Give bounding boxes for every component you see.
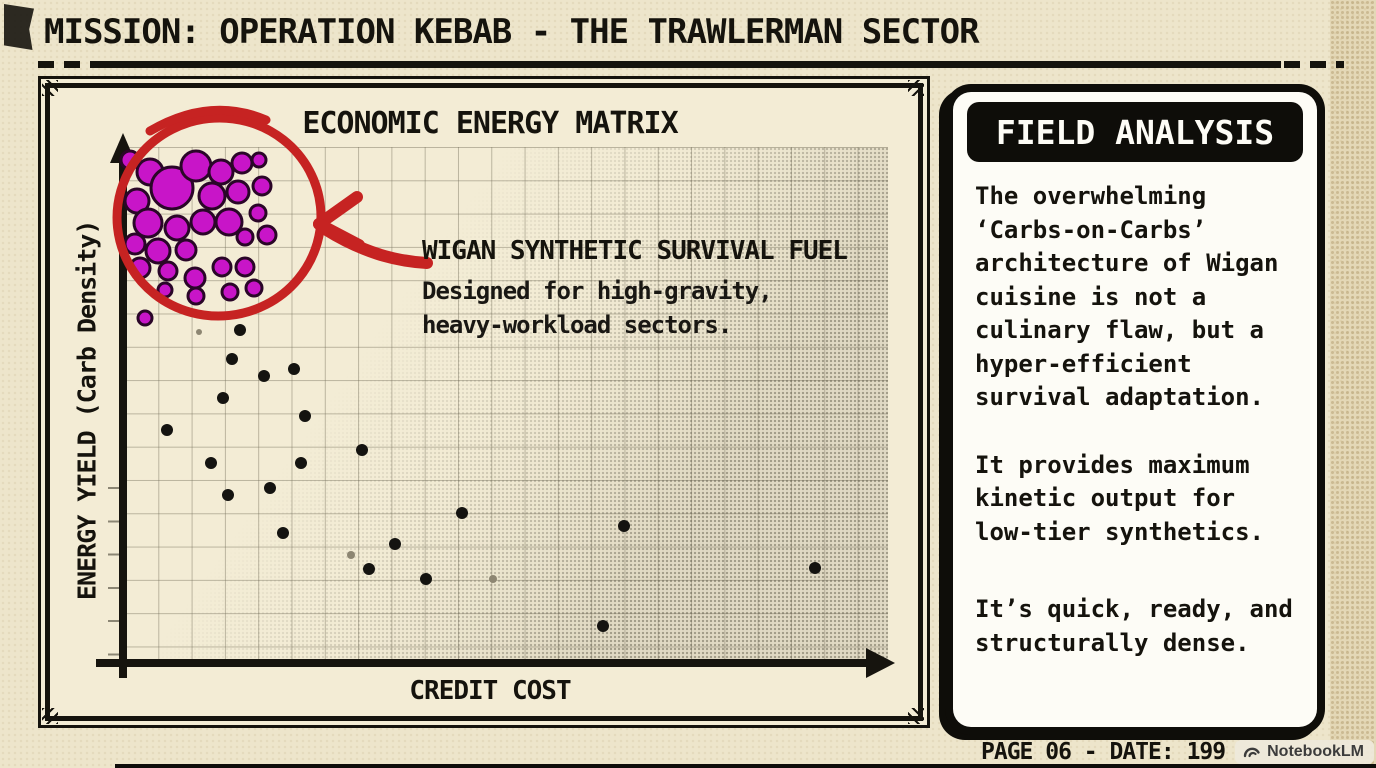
frame-corner-hatch-icon bbox=[42, 80, 58, 96]
page-footer: PAGE 06 - DATE: 199 NotebookLM bbox=[860, 737, 1374, 767]
chart-title: ECONOMIC ENERGY MATRIX bbox=[302, 106, 678, 141]
title-rule-right-dashes bbox=[1284, 61, 1344, 68]
annotation-line: heavy-workload sectors. bbox=[422, 311, 732, 339]
page-date-text: PAGE 06 - DATE: 199 bbox=[981, 739, 1226, 765]
right-edge-texture bbox=[1330, 0, 1376, 768]
page-title: MISSION: OPERATION KEBAB - THE TRAWLERMA… bbox=[44, 12, 980, 52]
field-analysis-title: FIELD ANALYSIS bbox=[967, 102, 1303, 162]
chart-panel-inner-border bbox=[45, 83, 923, 721]
frame-corner-hatch-icon bbox=[42, 708, 58, 724]
title-rule-line bbox=[95, 61, 1281, 68]
frame-corner-hatch-icon bbox=[908, 708, 924, 724]
chart-halftone-shading bbox=[125, 147, 888, 661]
field-paragraph: It’s quick, ready, and structurally dens… bbox=[975, 595, 1293, 657]
field-analysis-card: FIELD ANALYSIS The overwhelming ‘Carbs-o… bbox=[953, 92, 1317, 727]
notebooklm-badge-label: NotebookLM bbox=[1267, 743, 1364, 760]
title-rule bbox=[0, 61, 1376, 68]
cluster-annotation: WIGAN SYNTHETIC SURVIVAL FUEL Designed f… bbox=[422, 236, 848, 342]
field-paragraph: The overwhelming ‘Carbs-on-Carbs’ archit… bbox=[975, 182, 1279, 411]
y-axis-ticks bbox=[108, 487, 120, 663]
annotation-line: Designed for high-gravity, bbox=[422, 277, 773, 305]
scan-corner-mark bbox=[4, 4, 34, 50]
field-analysis-body: The overwhelming ‘Carbs-on-Carbs’ archit… bbox=[953, 162, 1317, 660]
frame-corner-hatch-icon bbox=[908, 80, 924, 96]
chart-grid bbox=[125, 147, 888, 661]
field-paragraph: It provides maximum kinetic output for l… bbox=[975, 450, 1264, 546]
bottom-edge-strip bbox=[115, 764, 1376, 768]
title-rule-left-dashes bbox=[38, 61, 96, 68]
notebooklm-badge: NotebookLM bbox=[1235, 740, 1374, 764]
field-analysis-panel: FIELD ANALYSIS The overwhelming ‘Carbs-o… bbox=[945, 84, 1325, 735]
annotation-heading: WIGAN SYNTHETIC SURVIVAL FUEL bbox=[422, 236, 848, 266]
notebooklm-logo-icon bbox=[1243, 747, 1260, 758]
y-axis-label: ENERGY YIELD (Carb Density) bbox=[72, 220, 102, 600]
x-axis-label: CREDIT COST bbox=[409, 676, 571, 706]
